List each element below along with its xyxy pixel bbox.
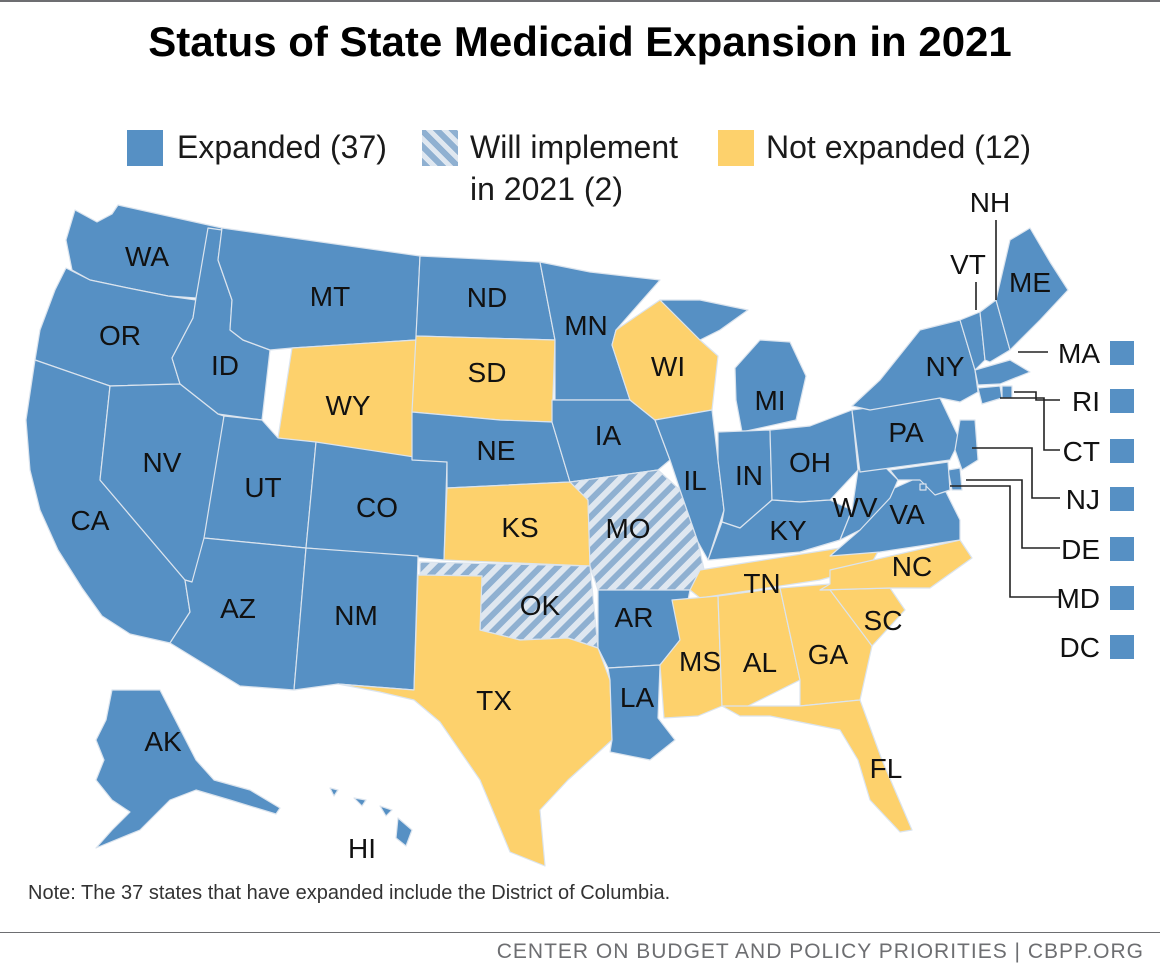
state-box-ri[interactable]	[1110, 389, 1134, 413]
state-label-ut: UT	[244, 472, 281, 503]
bottom-rule	[0, 932, 1160, 933]
state-label-ca: CA	[71, 505, 110, 536]
legend-label-will-implement-line1: Will implement	[470, 129, 679, 165]
state-label-dc: DC	[1060, 632, 1100, 663]
state-label-co: CO	[356, 492, 398, 523]
state-label-ga: GA	[808, 639, 849, 670]
state-label-pa: PA	[888, 417, 924, 448]
state-ma[interactable]	[974, 359, 1031, 386]
state-label-in: IN	[735, 460, 763, 491]
state-label-az: AZ	[220, 593, 256, 624]
map-title: Status of State Medicaid Expansion in 20…	[148, 18, 1012, 65]
state-label-me: ME	[1009, 267, 1051, 298]
state-label-vt: VT	[950, 249, 986, 280]
state-nc[interactable]	[819, 539, 973, 591]
state-label-ms: MS	[679, 646, 721, 677]
state-label-fl: FL	[870, 753, 903, 784]
state-mi[interactable]	[659, 299, 807, 433]
state-label-or: OR	[99, 320, 141, 351]
state-label-ks: KS	[501, 512, 538, 543]
state-label-oh: OH	[789, 447, 831, 478]
legend-swatch-not-expanded	[718, 130, 754, 166]
state-label-ne: NE	[477, 435, 516, 466]
state-de[interactable]	[947, 467, 963, 491]
state-label-tn: TN	[743, 568, 780, 599]
state-label-mi: MI	[754, 385, 785, 416]
leader-line-de	[966, 479, 1060, 549]
footnote: Note: The 37 states that have expanded i…	[28, 882, 671, 904]
legend-label-expanded: Expanded (37)	[177, 129, 387, 165]
state-label-la: LA	[620, 682, 655, 713]
state-label-ky: KY	[769, 515, 807, 546]
state-label-hi: HI	[348, 833, 376, 864]
state-label-sd: SD	[468, 357, 507, 388]
state-box-ma[interactable]	[1110, 341, 1134, 365]
state-nj[interactable]	[954, 419, 979, 471]
legend-label-will-implement-line2: in 2021 (2)	[470, 171, 623, 207]
leader-line-md	[950, 485, 1060, 598]
state-label-wi: WI	[651, 351, 685, 382]
state-label-ma: MA	[1058, 338, 1100, 369]
state-la[interactable]	[607, 664, 676, 761]
state-label-wv: WV	[832, 492, 877, 523]
state-label-de: DE	[1061, 534, 1100, 565]
legend-swatch-expanded	[127, 130, 163, 166]
state-box-ct[interactable]	[1110, 439, 1134, 463]
state-label-ri: RI	[1072, 386, 1100, 417]
state-label-mo: MO	[605, 513, 650, 544]
state-tx[interactable]	[337, 574, 613, 867]
state-label-nv: NV	[143, 447, 182, 478]
state-wa[interactable]	[65, 204, 223, 299]
state-label-ct: CT	[1063, 436, 1100, 467]
state-label-ok: OK	[520, 590, 561, 621]
leader-line-nj	[972, 447, 1060, 499]
state-label-nm: NM	[334, 600, 378, 631]
state-label-md: MD	[1056, 583, 1100, 614]
state-me[interactable]	[995, 227, 1069, 351]
state-label-nc: NC	[892, 551, 932, 582]
state-label-nd: ND	[467, 282, 507, 313]
state-label-nh: NH	[970, 187, 1010, 218]
source-credit: CENTER ON BUDGET AND POLICY PRIORITIES |…	[496, 940, 1144, 963]
state-label-wy: WY	[325, 390, 370, 421]
state-label-wa: WA	[125, 241, 169, 272]
state-label-nj: NJ	[1066, 484, 1100, 515]
state-label-mn: MN	[564, 310, 608, 341]
state-label-tx: TX	[476, 685, 512, 716]
state-label-ny: NY	[926, 351, 965, 382]
state-ct[interactable]	[977, 385, 1003, 405]
state-ny[interactable]	[851, 319, 979, 411]
state-fl[interactable]	[721, 699, 913, 833]
state-box-md[interactable]	[1110, 586, 1134, 610]
state-label-mt: MT	[310, 281, 350, 312]
state-label-sc: SC	[864, 605, 903, 636]
state-dc[interactable]	[919, 483, 927, 491]
state-box-dc[interactable]	[1110, 635, 1134, 659]
top-rule	[0, 0, 1160, 2]
state-hi[interactable]	[329, 787, 413, 847]
state-ky[interactable]	[707, 499, 853, 561]
state-box-nj[interactable]	[1110, 487, 1134, 511]
state-box-de[interactable]	[1110, 537, 1134, 561]
leader-line-ri	[1014, 391, 1060, 401]
state-ri[interactable]	[1001, 385, 1013, 399]
state-label-va: VA	[889, 499, 925, 530]
state-label-ia: IA	[595, 420, 622, 451]
state-label-il: IL	[683, 465, 706, 496]
legend-swatch-will-implement	[422, 130, 458, 166]
state-label-ak: AK	[144, 726, 182, 757]
legend-label-not-expanded: Not expanded (12)	[766, 129, 1032, 165]
state-label-id: ID	[211, 350, 239, 381]
state-ak[interactable]	[95, 689, 281, 849]
state-nh[interactable]	[979, 299, 1011, 363]
state-md[interactable]	[889, 461, 951, 496]
state-label-al: AL	[743, 647, 777, 678]
state-label-ar: AR	[615, 602, 654, 633]
leader-line-ct	[1000, 397, 1060, 451]
